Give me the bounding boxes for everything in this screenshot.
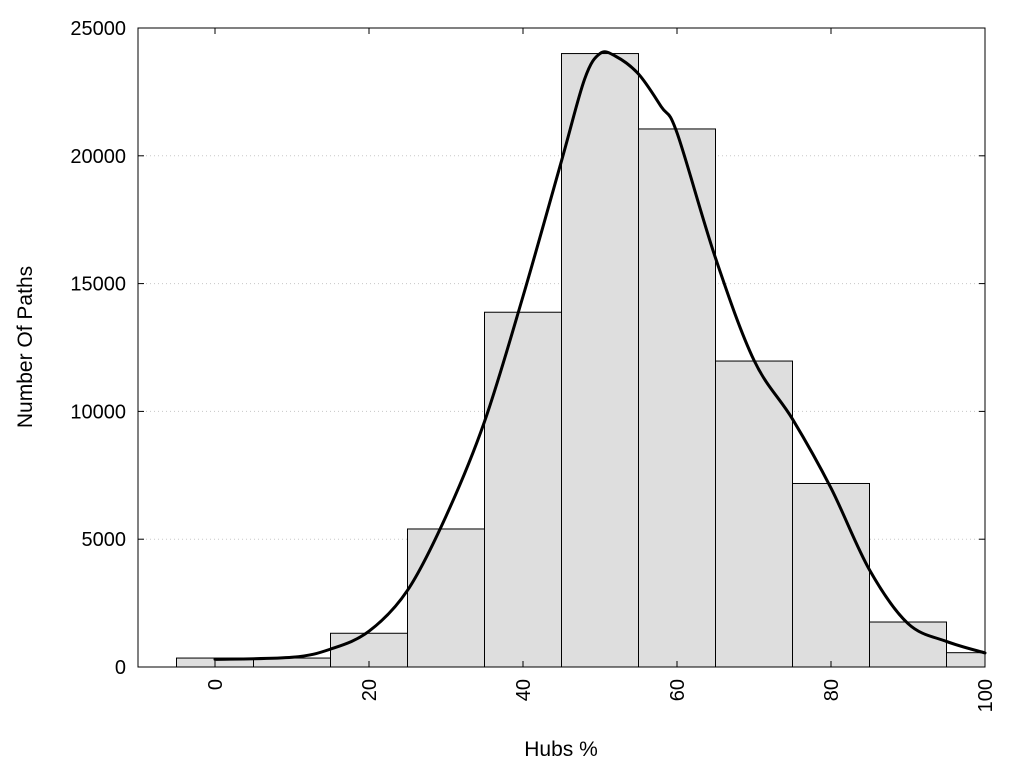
histogram-bar xyxy=(484,311,562,668)
x-tick-label: 20 xyxy=(359,679,381,701)
y-tick-label: 5000 xyxy=(82,529,127,551)
density-curve-layer xyxy=(213,50,987,661)
x-tick-label: 100 xyxy=(975,679,997,712)
histogram-bar xyxy=(792,482,870,668)
y-tick-label: 10000 xyxy=(70,401,126,423)
y-tick-label: 15000 xyxy=(70,274,126,296)
y-tick-label: 25000 xyxy=(70,18,126,40)
y-tick-label: 20000 xyxy=(70,146,126,168)
histogram-bar xyxy=(561,53,639,668)
histogram-bar xyxy=(946,652,986,668)
histogram-bar xyxy=(638,128,716,668)
histogram-bar xyxy=(407,528,485,668)
plot-frame xyxy=(137,27,986,668)
y-tick-label: 0 xyxy=(115,657,126,679)
histogram-bar xyxy=(715,360,793,668)
histogram-bars xyxy=(176,53,986,668)
histogram-bar xyxy=(869,621,947,668)
x-tick-labels: 0 20 40 60 80 100 xyxy=(205,679,997,712)
density-curve xyxy=(213,50,987,661)
y-tick-labels: 0 5000 10000 15000 20000 25000 xyxy=(70,18,126,679)
x-tick-label: 40 xyxy=(513,679,535,701)
axis-ticks xyxy=(138,27,986,668)
x-tick-label: 60 xyxy=(667,679,689,701)
x-tick-label: 80 xyxy=(821,679,843,701)
y-axis-title: Number Of Paths xyxy=(14,266,37,428)
x-axis-title: Hubs % xyxy=(524,738,598,761)
x-tick-label: 0 xyxy=(205,679,227,690)
